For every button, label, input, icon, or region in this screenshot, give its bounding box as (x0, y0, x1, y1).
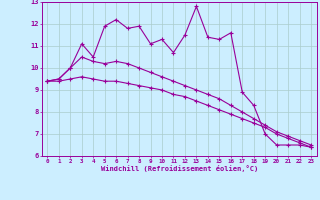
X-axis label: Windchill (Refroidissement éolien,°C): Windchill (Refroidissement éolien,°C) (100, 165, 258, 172)
